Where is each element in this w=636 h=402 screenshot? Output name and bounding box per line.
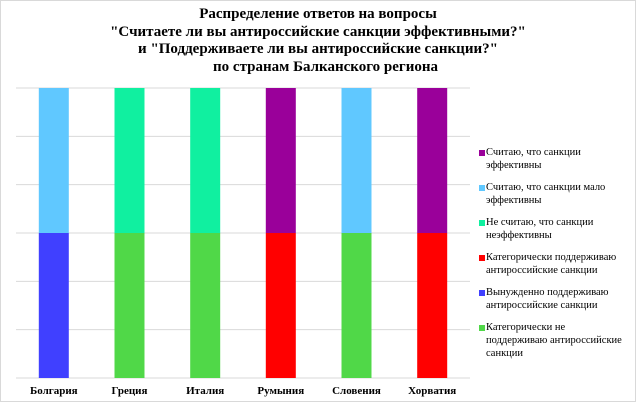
title-line-2: "Считаете ли вы антироссийские санкции э… bbox=[110, 23, 526, 40]
legend-label: Категорически поддерживаю антироссийские… bbox=[486, 252, 617, 276]
title-line-3: и "Поддерживаете ли вы антироссийские са… bbox=[138, 41, 498, 57]
x-tick-label: Болгария bbox=[30, 385, 78, 397]
bar-segment bbox=[190, 233, 221, 378]
x-tick-label: Греция bbox=[112, 385, 148, 397]
legend-label: Считаю, что санкции мало эффективны bbox=[486, 182, 606, 206]
legend: Считаю, что санкции эффективны Считаю, чт… bbox=[479, 146, 629, 359]
bar-segment bbox=[114, 88, 145, 233]
legend-label: Вынужденно поддерживаю антироссийские са… bbox=[486, 287, 609, 311]
bar-segment bbox=[114, 233, 145, 378]
bar-segment bbox=[265, 233, 296, 378]
legend-item: Считаю, что санкции мало эффективны bbox=[479, 181, 629, 210]
bar-segment bbox=[265, 88, 296, 233]
x-tick-label: Италия bbox=[186, 385, 224, 397]
legend-item: Вынужденно поддерживаю антироссийские са… bbox=[479, 286, 629, 315]
legend-swatch bbox=[479, 185, 485, 191]
bar-segment bbox=[341, 88, 372, 233]
legend-swatch bbox=[479, 220, 485, 226]
bar-segment bbox=[341, 233, 372, 378]
x-axis-labels: Болгария Греция Италия Румыния Словения Хорва… bbox=[30, 385, 456, 397]
legend-swatch bbox=[479, 290, 485, 296]
title-line-1: Распределение ответов на вопросы bbox=[199, 6, 437, 22]
legend-label: Категорически не поддерживаю антироссийс… bbox=[486, 322, 622, 359]
bars bbox=[38, 88, 448, 378]
chart-title: Распределение ответов на вопросы "Считае… bbox=[0, 6, 636, 76]
x-tick-label: Хорватия bbox=[408, 385, 456, 397]
bar-segment bbox=[417, 88, 448, 233]
legend-item: Не считаю, что санкции неэффективны bbox=[479, 216, 629, 245]
gridlines bbox=[16, 87, 470, 379]
bar-segment bbox=[38, 88, 69, 233]
bar-segment bbox=[190, 88, 221, 233]
legend-swatch bbox=[479, 150, 485, 156]
x-tick-label: Словения bbox=[332, 385, 381, 397]
bar-segment bbox=[417, 233, 448, 378]
legend-label: Считаю, что санкции эффективны bbox=[486, 147, 581, 171]
legend-swatch bbox=[479, 255, 485, 261]
x-tick-label: Румыния bbox=[257, 385, 304, 397]
legend-label: Не считаю, что санкции неэффективны bbox=[486, 217, 594, 241]
legend-swatch bbox=[479, 325, 485, 331]
legend-item: Считаю, что санкции эффективны bbox=[479, 146, 629, 175]
title-line-4: по странам Балканского региона bbox=[198, 58, 438, 75]
bar-segment bbox=[38, 233, 69, 378]
legend-item: Категорически не поддерживаю антироссийс… bbox=[479, 321, 629, 359]
legend-item: Категорически поддерживаю антироссийские… bbox=[479, 251, 629, 280]
